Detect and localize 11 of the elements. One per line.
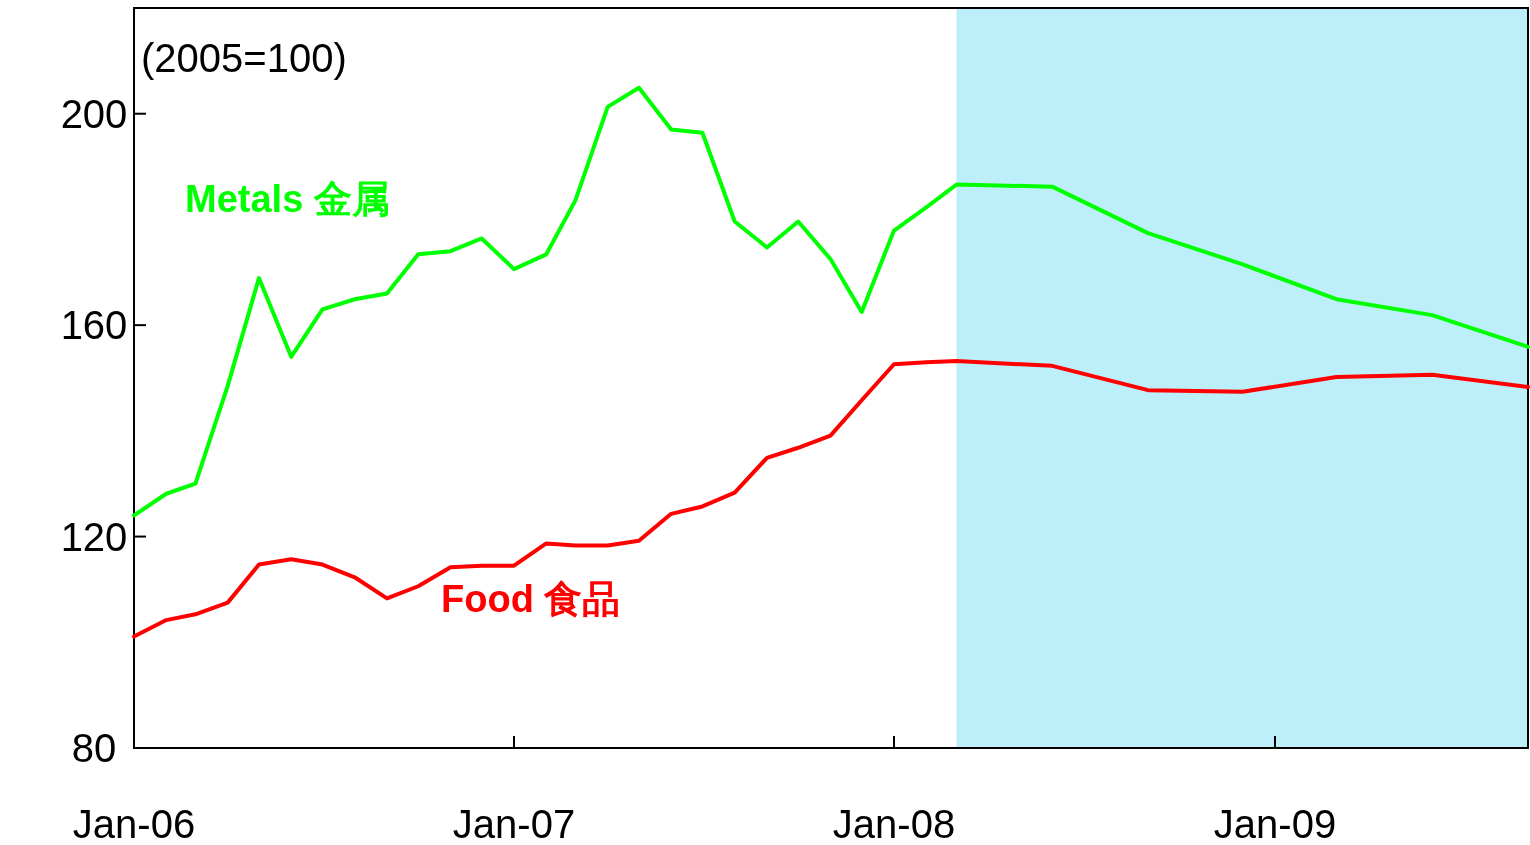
xtick: Jan-06 <box>72 802 196 845</box>
ytick: 80 <box>71 726 117 770</box>
xtick: Jan-09 <box>1213 802 1337 845</box>
series-label: Metals 金属 <box>185 178 390 220</box>
xtick: Jan-08 <box>832 802 956 845</box>
ytick: 200 <box>60 91 128 136</box>
ytick: 160 <box>60 303 128 348</box>
title: (2005=100) <box>141 36 347 80</box>
ytick: 120 <box>60 514 128 559</box>
series-label: Food 食品 <box>441 578 621 620</box>
xtick: Jan-07 <box>452 802 576 845</box>
